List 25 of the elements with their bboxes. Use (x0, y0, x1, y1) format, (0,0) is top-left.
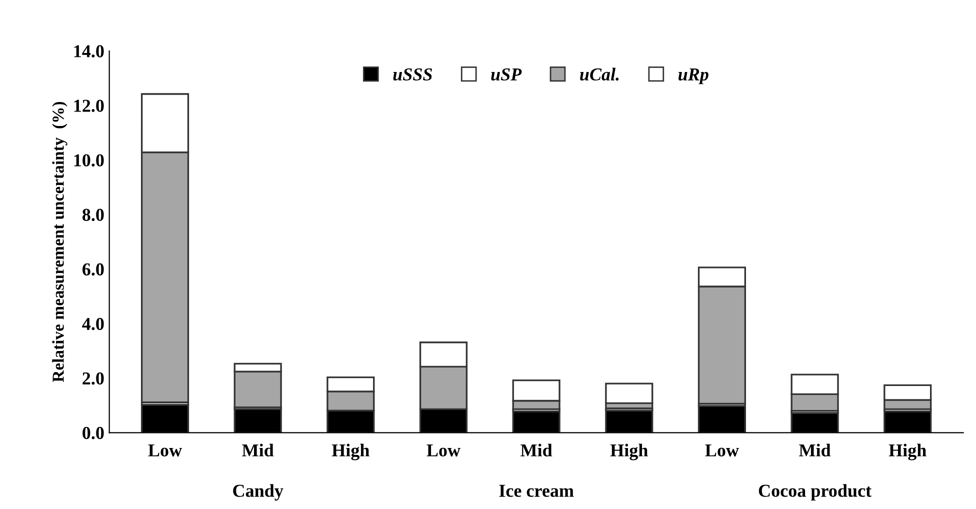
y-tick-label: 6.0 (82, 263, 104, 276)
legend-label: uSSS (393, 68, 432, 81)
x-tick-label: Mid (520, 444, 552, 456)
y-tick-label: 10.0 (74, 154, 104, 166)
text: Ice cream (499, 484, 574, 497)
legend-label: uSP (491, 68, 522, 81)
y-axis-title: Relative measurement uncertainty (%) (52, 102, 68, 382)
text: Candy (233, 484, 284, 501)
x-tick-label: Mid (799, 444, 831, 456)
y-tick-label: 12.0 (74, 100, 104, 112)
y-tick-label: 2.0 (82, 372, 104, 385)
x-tick-label: Mid (242, 444, 274, 456)
y-tick-label: 4.0 (82, 318, 104, 330)
x-tick-label: High (332, 444, 370, 460)
x-tick-label: Low (148, 444, 182, 456)
x-tick-label: Low (705, 444, 739, 456)
x-tick-label: Low (426, 444, 460, 456)
text: Cocoa product (758, 484, 872, 501)
x-tick-label: High (888, 444, 926, 460)
x-tick-label: High (610, 444, 648, 460)
y-tick-label: 0.0 (82, 426, 104, 440)
y-tick-label: 8.0 (82, 208, 104, 222)
y-tick-label: 14.0 (74, 45, 104, 58)
legend-label: uCal. (580, 68, 619, 81)
legend-label: uRp (678, 68, 708, 84)
